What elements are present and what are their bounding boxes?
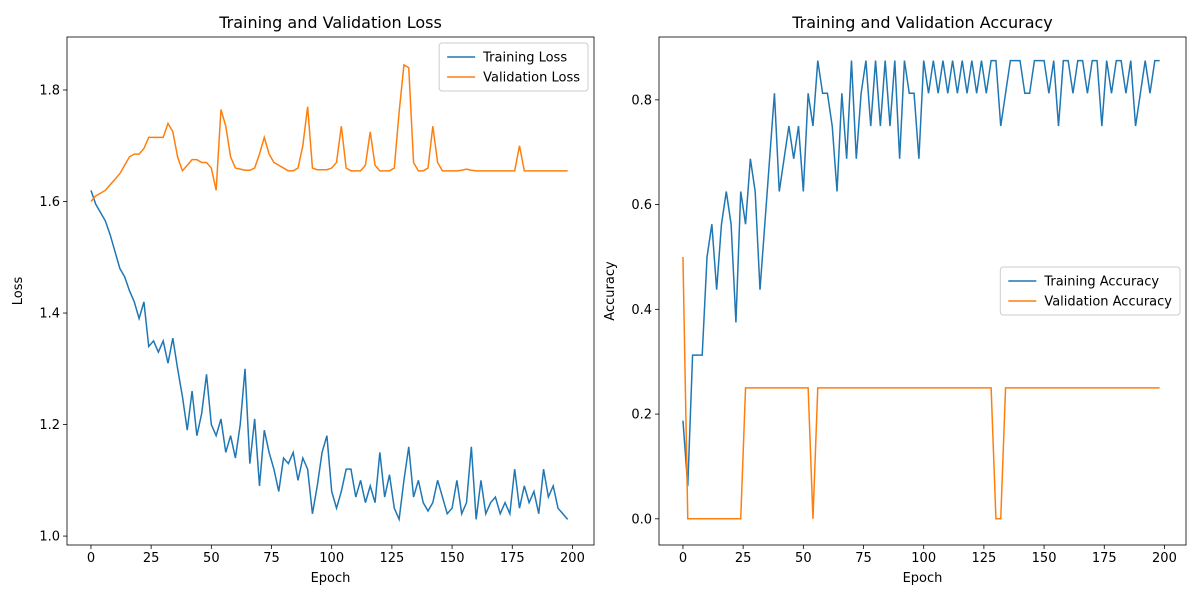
plot-area [90,63,569,523]
plot-area [682,59,1160,520]
x-tick-label: 50 [203,551,220,566]
x-tick-label: 50 [795,551,812,566]
x-tick-label: 25 [735,551,752,566]
chart-title: Training and Validation Accuracy [791,13,1053,32]
legend: Training Loss Validation Loss [438,42,589,92]
y-axis-label: Accuracy [603,261,618,321]
x-tick-label: 150 [440,551,465,566]
legend-box [999,266,1181,316]
series-line [90,190,569,523]
y-tick-label: 1.8 [39,83,60,98]
x-tick-label: 200 [1152,551,1177,566]
x-tick-label: 75 [855,551,872,566]
legend-label: Validation Loss [483,71,580,86]
x-tick-label: 125 [379,551,404,566]
y-tick-label: 0.0 [631,512,652,527]
y-tick-label: 0.2 [631,408,652,423]
y-tick-label: 1.0 [39,530,60,545]
x-tick-label: 100 [911,551,936,566]
x-tick-label: 175 [1092,551,1117,566]
series-line [682,256,1160,520]
x-tick-label: 200 [560,551,585,566]
y-tick-label: 0.6 [631,198,652,213]
axes-frame [658,36,1187,546]
x-tick-label: 0 [87,551,95,566]
legend-label: Validation Accuracy [1044,295,1172,310]
x-tick-label: 75 [263,551,280,566]
y-tick-label: 1.2 [39,418,60,433]
y-tick-label: 0.4 [631,303,652,318]
legend-label: Training Loss [482,51,567,66]
axes-frame [66,36,595,546]
y-tick-label: 1.6 [39,195,60,210]
x-tick-label: 150 [1032,551,1057,566]
y-tick-label: 0.8 [631,93,652,108]
y-axis-label: Loss [11,277,26,306]
axes: Training and Validation Loss Epoch Loss 0 25… [11,13,595,586]
x-axis-label: Epoch [903,571,943,586]
x-tick-label: 125 [971,551,996,566]
axes: Training and Validation Accuracy Epoch Acc… [603,13,1187,586]
legend: Training Accuracy Validation Accuracy [999,266,1181,316]
x-tick-label: 25 [143,551,160,566]
legend-box [438,42,589,92]
y-tick-label: 1.4 [39,307,60,322]
legend-label: Training Accuracy [1043,275,1159,290]
series-line [90,63,568,202]
series-line [682,59,1160,487]
x-tick-label: 175 [500,551,525,566]
x-tick-label: 0 [679,551,687,566]
chart-title: Training and Validation Loss [218,13,442,32]
x-axis-label: Epoch [311,571,351,586]
x-tick-label: 100 [319,551,344,566]
